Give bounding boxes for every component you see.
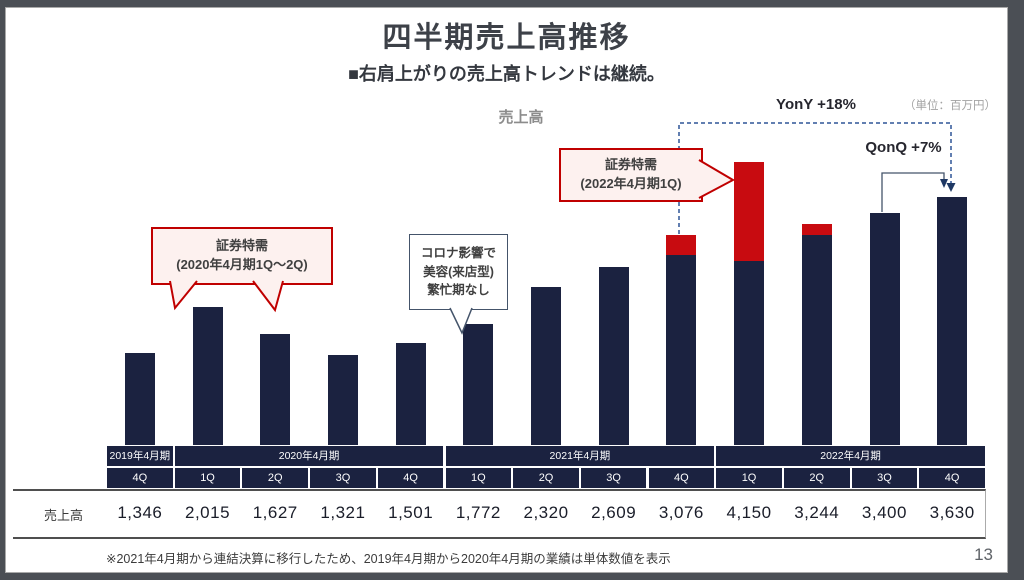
bar-navy-segment [395,343,426,445]
quarter-header-11-3Q: 3Q [851,468,918,488]
bar-navy-segment [124,353,155,445]
quarter-header-2-2Q: 2Q [242,468,309,488]
callout-corona-impact: コロナ影響で 美容(来店型) 繁忙期なし [409,234,508,335]
callout-tail-icon [698,159,736,199]
value-cell-5: 1,772 [455,503,501,522]
page-title: 四半期売上高推移 [382,22,631,54]
bar-navy-segment [531,287,561,445]
value-cell-11: 3,400 [861,503,907,522]
value-cell-4: 1,501 [388,503,434,522]
bar-2Q-2 [260,334,291,445]
values-row-box [13,489,986,539]
bar-navy-segment [666,255,697,445]
bar-3Q-11 [869,213,900,445]
bar-navy-segment [463,324,494,445]
year-header-2019年4月期: 2019年4月期 [107,446,173,466]
quarter-header-9-1Q: 1Q [716,468,782,488]
quarter-header-10-2Q: 2Q [783,468,850,488]
qonq-annotation: QonQ +7% [865,139,942,156]
qonq-arrowhead-icon [940,179,948,188]
bar-navy-segment [192,307,223,445]
year-header-2021年4月期: 2021年4月期 [445,446,715,466]
bracket-overlay [678,122,956,234]
bar-plot-area [6,8,1007,445]
value-cell-6: 2,320 [523,503,569,522]
slide: 四半期売上高推移 ■右肩上がりの売上高トレンドは継続。 売上高 （単位：百万円）… [5,7,1008,573]
value-cell-10: 3,244 [794,503,840,522]
value-cell-9: 4,150 [726,503,772,522]
quarter-header-6-2Q: 2Q [513,468,579,488]
value-cell-3: 1,321 [320,503,366,522]
value-cell-2: 1,627 [252,503,298,522]
year-header-2020年4月期: 2020年4月期 [174,446,444,466]
quarter-header-5-1Q: 1Q [445,468,512,488]
bar-navy-segment [734,261,765,445]
page-subtitle: ■右肩上がりの売上高トレンドは継続。 [348,64,665,84]
bar-4Q-0 [124,353,155,445]
quarter-header-3-3Q: 3Q [310,468,376,488]
qonq-bracket-line [881,172,945,212]
bar-1Q-1 [192,307,223,445]
values-row-label: 売上高 [44,508,84,523]
yony-bracket-line [678,122,952,234]
bar-navy-segment [869,213,900,445]
bar-2Q-6 [531,287,561,445]
quarter-header-4-4Q: 4Q [377,468,444,488]
quarter-header-12-4Q: 4Q [919,468,985,488]
value-cell-7: 2,609 [591,503,637,522]
footnote: ※2021年4月期から連結決算に移行したため、2019年4月期から2020年4月… [106,552,671,566]
bar-navy-segment [598,267,629,445]
value-cell-0: 1,346 [117,503,163,522]
bar-3Q-7 [598,267,629,445]
bar-2Q-10 [801,224,832,445]
yony-annotation: YonY +18% [776,96,856,113]
bar-navy-segment [260,334,291,445]
bar-red-segment [801,224,832,235]
unit-note: （単位：百万円） [904,100,996,112]
bar-3Q-3 [327,355,358,445]
bar-navy-segment [801,235,832,445]
bar-4Q-8 [666,235,697,445]
bar-navy-segment [327,355,358,445]
quarter-header-7-3Q: 3Q [580,468,647,488]
callout-text: 証券特需 (2020年4月期1Q～2Q) [176,238,308,272]
callout-securities-demand-2020: 証券特需 (2020年4月期1Q～2Q) [151,227,333,313]
callout-securities-demand-2022: 証券特需 (2022年4月期1Q) [559,148,736,202]
bar-red-segment [666,235,697,255]
bar-1Q-9 [734,162,765,445]
value-cell-1: 2,015 [185,503,231,522]
callout-tail-icon [449,307,473,335]
quarter-header-1-1Q: 1Q [174,468,241,488]
callout-tails-icon [169,280,284,313]
bar-4Q-12 [937,197,968,445]
page-number: 13 [974,545,993,564]
bar-1Q-5 [463,324,494,445]
callout-text: 証券特需 (2022年4月期1Q) [580,157,682,191]
quarter-header-0-4Q: 4Q [107,468,173,488]
chart-axis-label: 売上高 [498,109,544,126]
callout-text: コロナ影響で 美容(来店型) 繁忙期なし [420,245,496,298]
year-header-2022年4月期: 2022年4月期 [716,446,985,466]
quarter-header-8-4Q: 4Q [648,468,715,488]
bar-red-segment [734,162,765,261]
bar-4Q-4 [395,343,426,445]
value-cell-8: 3,076 [658,503,704,522]
value-cell-12: 3,630 [929,503,975,522]
bar-navy-segment [937,197,968,445]
yony-arrowhead-icon [946,183,956,192]
